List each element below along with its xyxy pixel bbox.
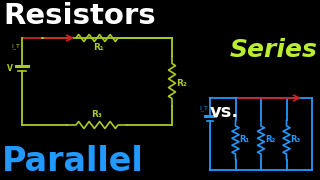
Text: R₁: R₁ xyxy=(239,134,250,143)
Text: R₂: R₂ xyxy=(265,134,275,143)
Text: Series: Series xyxy=(230,38,318,62)
Text: vs.: vs. xyxy=(210,103,239,121)
Text: I_T: I_T xyxy=(11,43,20,49)
Text: Parallel: Parallel xyxy=(2,145,144,178)
Text: I_T: I_T xyxy=(199,105,208,111)
Text: R₁: R₁ xyxy=(94,43,104,52)
Text: R₃: R₃ xyxy=(92,110,102,119)
Text: Resistors: Resistors xyxy=(3,2,156,30)
Text: V: V xyxy=(7,64,13,73)
Text: R₂: R₂ xyxy=(176,78,187,87)
Text: R₃: R₃ xyxy=(291,134,300,143)
